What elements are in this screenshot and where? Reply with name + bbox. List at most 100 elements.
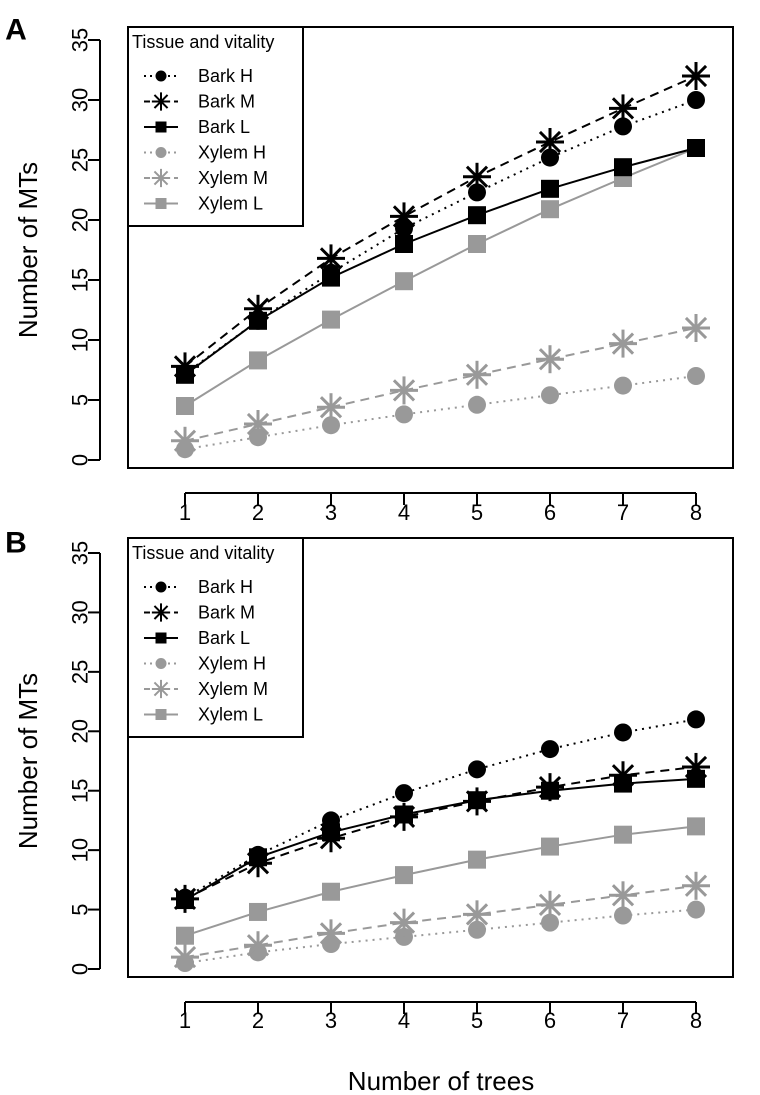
- data-point-stroke-3: [173, 945, 197, 969]
- y-tick-label: 15: [68, 268, 93, 292]
- data-point-stroke-3: [465, 903, 489, 926]
- legend-marker: [155, 198, 167, 209]
- data-point: [614, 825, 632, 844]
- x-tick-label: 7: [617, 500, 629, 525]
- data-point: [317, 244, 345, 273]
- series-line: [184, 825, 697, 937]
- series-line: [184, 884, 697, 959]
- x-tick-label: 6: [544, 500, 556, 525]
- legend: Tissue and vitality Bark H Bark M Bark L Xyl…: [127, 537, 304, 738]
- data-point: [176, 891, 194, 910]
- data-point: [322, 882, 340, 901]
- panel-label: B: [5, 527, 27, 560]
- data-point: [687, 769, 705, 788]
- legend-entry: Bark M: [198, 92, 255, 112]
- data-point: [317, 919, 345, 948]
- legend-title: Tissue and vitality: [132, 32, 274, 52]
- series-line: [184, 327, 697, 442]
- legend: Tissue and vitality Bark H Bark M Bark L Xyl…: [127, 26, 304, 227]
- legend-marker: [155, 147, 167, 158]
- series-line: [184, 777, 697, 901]
- x-tick-label: 8: [690, 1008, 702, 1033]
- data-point: [687, 900, 705, 919]
- y-tick-label: 30: [68, 600, 93, 624]
- y-tick-label: 0: [68, 454, 93, 466]
- data-point-stroke-3: [246, 412, 270, 436]
- data-point: [322, 823, 340, 842]
- legend-entry: Bark L: [198, 628, 250, 648]
- legend-marker-stroke-3: [153, 605, 169, 620]
- chart-panel-b: B 0 5 10 15 20 25 30 35 1 2 3 4 5 6 7 8 Number of MTs Tiss…: [5, 527, 734, 1033]
- x-tick-label: 4: [398, 1008, 410, 1033]
- data-point: [614, 158, 632, 177]
- x-tick-label: 7: [617, 1008, 629, 1033]
- series-xylem-l: [176, 817, 705, 945]
- data-point: [614, 906, 632, 925]
- legend-entry: Bark L: [198, 117, 250, 137]
- y-tick-label: 10: [68, 328, 93, 352]
- data-point-stroke-3: [538, 893, 562, 916]
- data-point-stroke-3: [538, 130, 562, 154]
- data-point: [463, 162, 491, 191]
- legend-marker: [151, 603, 171, 622]
- data-point-stroke-3: [684, 316, 708, 340]
- data-point: [541, 913, 559, 932]
- data-point: [249, 351, 267, 370]
- data-point-stroke-3: [611, 97, 635, 120]
- y-tick-label: 25: [68, 660, 93, 684]
- series-bark-l: [176, 139, 705, 384]
- data-point: [249, 848, 267, 867]
- data-point: [244, 931, 272, 960]
- data-point: [541, 781, 559, 800]
- legend-entry: Xylem H: [198, 143, 266, 163]
- data-point: [468, 235, 486, 253]
- data-point: [541, 837, 559, 856]
- plot-frame: [127, 26, 734, 469]
- data-point: [395, 805, 413, 824]
- data-point-stroke-3: [684, 64, 708, 88]
- x-tick-label: 3: [325, 1008, 337, 1033]
- data-point: [317, 393, 345, 422]
- legend-entry: Xylem L: [198, 194, 263, 214]
- legend-marker: [155, 709, 167, 720]
- y-tick-label: 0: [68, 963, 93, 975]
- y-tick-label: 15: [68, 778, 93, 802]
- data-point: [176, 365, 194, 384]
- y-tick-label: 25: [68, 148, 93, 172]
- x-tick-label: 5: [471, 1008, 483, 1033]
- legend-marker: [155, 70, 167, 82]
- data-point: [468, 760, 486, 779]
- data-point: [468, 395, 486, 414]
- data-point: [687, 710, 705, 729]
- series-line: [184, 908, 697, 965]
- data-point: [614, 376, 632, 395]
- data-point: [463, 900, 491, 929]
- data-point: [390, 202, 418, 231]
- data-point: [395, 784, 413, 803]
- x-tick-label: 1: [179, 1008, 191, 1033]
- y-tick-label: 5: [68, 394, 93, 406]
- legend-title: Tissue and vitality: [132, 543, 274, 563]
- y-tick-label: 20: [68, 208, 93, 232]
- y-axis-label: Number of MTs: [13, 673, 43, 849]
- series-line: [184, 99, 697, 375]
- data-point: [682, 871, 710, 900]
- legend-marker: [151, 679, 171, 699]
- data-point-stroke-3: [465, 165, 489, 188]
- data-point: [395, 405, 413, 424]
- y-tick-label: 30: [68, 88, 93, 112]
- data-point: [687, 139, 705, 157]
- data-point: [614, 117, 632, 136]
- data-point: [322, 268, 340, 287]
- legend-entry: Xylem M: [198, 679, 268, 699]
- data-point-stroke-3: [319, 922, 343, 945]
- legend-marker-stroke-3: [153, 170, 169, 186]
- legend-entry: Bark M: [198, 603, 255, 623]
- data-point: [614, 774, 632, 793]
- data-point: [395, 866, 413, 885]
- data-point: [541, 740, 559, 759]
- data-point-stroke-3: [465, 363, 489, 386]
- series-line: [184, 147, 697, 407]
- legend-marker-stroke-3: [153, 94, 169, 109]
- data-point: [468, 183, 486, 202]
